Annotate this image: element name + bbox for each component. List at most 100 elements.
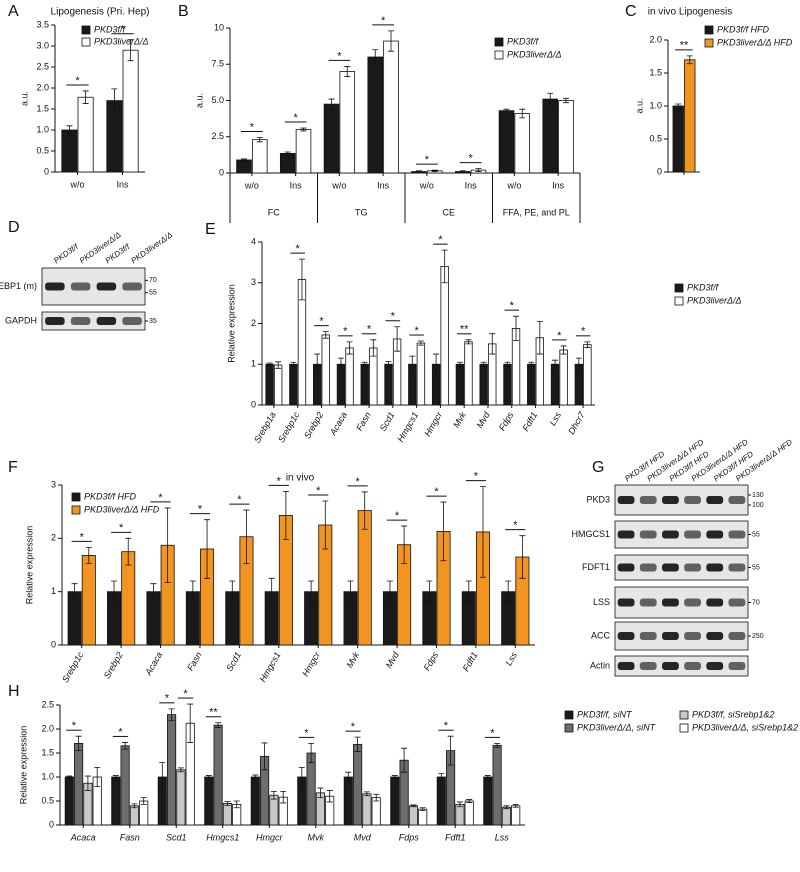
error-bar <box>256 137 263 143</box>
blot-band <box>684 662 702 670</box>
significance-label: * <box>425 154 430 166</box>
legend-label: PKD3f/f, siSrebp1&2 <box>692 709 775 719</box>
error-bar <box>82 90 89 104</box>
error-bar <box>466 799 473 803</box>
row-label: ACC <box>591 630 611 640</box>
error-bar <box>233 800 240 809</box>
legend-label: PKD3liverΔ/Δ, siNT <box>577 722 657 732</box>
error-bar <box>489 333 496 355</box>
legend-swatch <box>494 50 504 60</box>
significance-label: * <box>438 234 443 246</box>
blot-band <box>661 530 679 539</box>
error-bar <box>282 491 289 540</box>
panel-label: A <box>8 3 19 20</box>
blot-band <box>639 598 657 607</box>
error-bar <box>266 362 273 366</box>
error-bar <box>317 787 324 799</box>
bar <box>383 40 399 174</box>
bar <box>81 555 96 646</box>
blot-panel <box>614 655 749 677</box>
bar <box>362 793 372 826</box>
legend-swatch <box>71 505 81 515</box>
marker-label: 100 <box>752 502 764 509</box>
error-bar <box>224 801 231 806</box>
significance-label: * <box>381 15 386 27</box>
bar <box>371 797 381 826</box>
blot-band <box>45 317 65 325</box>
y-axis-label: a.u. <box>19 91 29 106</box>
significance-label: * <box>395 510 400 522</box>
x-tick-label: Ins <box>552 180 565 190</box>
group-label: FC <box>268 207 280 217</box>
y-tick-label: 0 <box>251 399 256 409</box>
bar <box>369 347 378 406</box>
row-label: LSS <box>593 597 610 607</box>
bar <box>61 129 78 173</box>
error-bar <box>290 361 297 367</box>
blot-band <box>728 662 746 670</box>
error-bar <box>416 170 422 173</box>
error-bar <box>252 774 259 780</box>
legend-label: PKD3liverΔ/Δ <box>687 295 742 305</box>
legend-label: PKD3liverΔ/Δ HFD <box>84 504 160 514</box>
y-tick-label: 2.5 <box>41 699 54 709</box>
legend-label: PKD3liverΔ/Δ, siSrebp1&2 <box>692 722 798 732</box>
bar <box>265 363 274 406</box>
x-tick-label: w/o <box>506 180 521 190</box>
significance-label: * <box>444 720 449 732</box>
bar <box>498 110 515 174</box>
marker-label: 35 <box>149 318 157 325</box>
bar <box>511 805 521 826</box>
blot-panel <box>614 554 749 581</box>
error-bar <box>373 793 380 802</box>
x-tick-label: Acaca <box>70 832 96 842</box>
error-bar <box>300 127 307 132</box>
error-bar <box>536 321 543 355</box>
group-label: FFA, PE, and PL <box>503 207 570 217</box>
error-bar <box>298 258 305 301</box>
y-axis-label: a.u. <box>194 93 204 108</box>
blot-band <box>684 530 702 539</box>
x-tick-label: Ins <box>290 180 303 190</box>
blot-band <box>706 563 724 572</box>
x-tick-label: Fdft1 <box>461 650 480 673</box>
x-tick-label: Fasn <box>354 410 373 432</box>
y-tick-label: 2 <box>251 318 256 328</box>
x-tick-label: Srebp2 <box>102 650 125 680</box>
legend-swatch <box>564 710 574 720</box>
significance-label: * <box>513 520 518 532</box>
bar <box>357 510 372 646</box>
blot-band <box>639 496 657 504</box>
bar <box>479 363 488 406</box>
legend-swatch <box>674 296 684 306</box>
error-bar <box>189 580 196 603</box>
bar <box>416 342 426 406</box>
error-bar <box>308 580 315 603</box>
significance-label: * <box>490 727 495 739</box>
error-bar <box>475 168 482 172</box>
chart-title: in vivo Lipogenesis <box>648 7 733 18</box>
y-tick-label: 3.5 <box>36 19 49 29</box>
error-bar <box>94 767 101 787</box>
error-bar <box>686 55 693 65</box>
error-bar <box>275 361 282 369</box>
legend-swatch <box>81 37 91 47</box>
error-bar <box>140 797 147 805</box>
bar <box>408 805 418 826</box>
y-tick-label: 1.0 <box>41 771 54 781</box>
lane-label: PKD3liverΔ/Δ <box>129 230 174 265</box>
error-bar <box>401 747 408 773</box>
bar <box>222 803 232 826</box>
error-bar <box>204 519 211 579</box>
x-tick-label: Scd1 <box>224 650 243 673</box>
error-bar <box>322 331 329 339</box>
bar <box>503 363 512 406</box>
significance-label: * <box>319 316 324 328</box>
bar <box>77 96 94 173</box>
error-bar <box>388 30 394 52</box>
error-bar <box>344 66 351 77</box>
x-tick-label: Mvd <box>354 832 372 842</box>
bar <box>384 363 393 406</box>
error-bar <box>675 103 682 109</box>
